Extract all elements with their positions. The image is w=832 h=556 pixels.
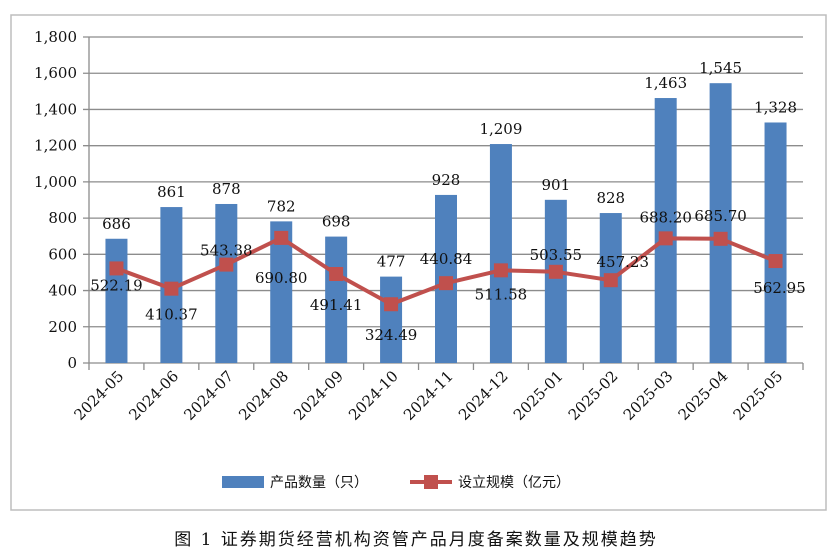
bar [654, 98, 677, 363]
y-tick-label: 1,600 [34, 64, 77, 82]
bar-data-label: 828 [596, 189, 625, 207]
line-marker [384, 297, 399, 312]
line-marker [109, 261, 124, 276]
y-tick-label: 1,000 [34, 173, 77, 191]
bar [544, 199, 567, 363]
line-data-label: 491.41 [310, 296, 363, 314]
line-data-label: 503.55 [530, 246, 583, 264]
bar [380, 276, 403, 363]
y-tick-label: 800 [48, 209, 77, 227]
line-data-label: 690.80 [255, 269, 308, 287]
legend-bar-swatch [222, 476, 264, 488]
line-marker [439, 276, 453, 291]
figure-caption: 图 1 证券期货经营机构资管产品月度备案数量及规模趋势 [174, 530, 658, 550]
bar [764, 122, 787, 364]
bar-data-label: 1,463 [644, 74, 687, 92]
bar-data-label: 1,545 [699, 59, 742, 77]
line-data-label: 685.70 [694, 207, 747, 225]
line-marker [658, 231, 673, 246]
bar-data-label: 477 [377, 253, 406, 271]
y-tick-label: 200 [48, 318, 77, 336]
bar [270, 221, 293, 363]
y-tick-label: 400 [48, 282, 77, 300]
line-marker [713, 231, 728, 246]
bar [215, 203, 238, 363]
chart-frame [10, 14, 827, 511]
line-data-label: 410.37 [145, 306, 198, 324]
y-tick-label: 0 [67, 354, 77, 372]
line-marker [493, 263, 508, 278]
line-data-label: 324.49 [365, 326, 418, 344]
bar-data-label: 686 [102, 215, 131, 233]
bar-data-label: 901 [542, 176, 571, 194]
y-tick-label: 1,200 [34, 137, 77, 155]
bar-data-label: 878 [212, 180, 241, 198]
bar-data-label: 782 [267, 197, 296, 215]
bar [489, 144, 512, 363]
y-tick-label: 1,800 [34, 28, 77, 46]
bar-data-label: 928 [432, 171, 461, 189]
bar [105, 238, 128, 363]
bar [709, 83, 732, 363]
legend-line-marker [424, 475, 438, 489]
bar-data-label: 1,209 [479, 120, 522, 138]
line-data-label: 688.20 [639, 208, 692, 226]
bar [599, 213, 622, 363]
line-data-label: 457.23 [597, 253, 650, 271]
line-data-label: 511.58 [475, 285, 528, 303]
line-marker [548, 264, 563, 279]
legend: 产品数量（只） 设立规模（亿元） [222, 475, 570, 491]
bar-data-label: 861 [157, 183, 186, 201]
bar-data-label: 698 [322, 213, 351, 231]
legend-bar-label: 产品数量（只） [270, 475, 368, 491]
line-data-label: 440.84 [420, 250, 473, 268]
y-tick-label: 1,400 [34, 100, 77, 118]
line-data-label: 522.19 [90, 276, 143, 294]
line-marker [219, 257, 234, 272]
line-marker [164, 281, 179, 296]
line-marker [274, 230, 289, 245]
line-marker [329, 267, 344, 282]
line-marker [603, 273, 618, 288]
line-data-label: 543.38 [200, 242, 253, 260]
line-marker [768, 254, 783, 269]
y-tick-label: 600 [48, 245, 77, 263]
bar-data-label: 1,328 [754, 98, 797, 116]
line-data-label: 562.95 [753, 279, 806, 297]
legend-line-label: 设立规模（亿元） [458, 475, 570, 491]
